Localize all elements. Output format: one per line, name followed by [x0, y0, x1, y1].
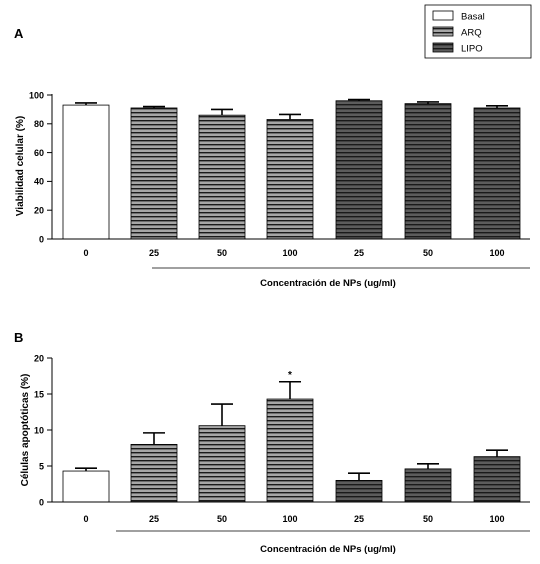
bar-lipo	[473, 456, 521, 503]
bar-basal	[62, 104, 110, 240]
x-tick-label: 50	[423, 514, 433, 524]
legend-swatch-arq	[432, 26, 454, 37]
y-tick-label: 20	[34, 353, 44, 363]
bars-b	[62, 398, 521, 503]
x-tick-label: 25	[149, 514, 159, 524]
annotations-b: *	[288, 370, 292, 381]
y-tick-label: 0	[39, 497, 44, 507]
x-tick-label: 25	[354, 514, 364, 524]
y-tick-label: 40	[34, 177, 44, 187]
bar-basal	[62, 470, 110, 503]
x-tick-label: 50	[217, 514, 227, 524]
legend-swatch-lipo	[432, 42, 454, 53]
x-tick-label: 0	[83, 248, 88, 258]
error-bars-a	[75, 98, 508, 120]
x-axis-title-b: Concentración de NPs (ug/ml)	[260, 544, 396, 555]
y-axis-title-b: Células apoptóticas (%)	[20, 374, 31, 487]
x-tick-labels-a: 0 25 50 100 25 50 100	[83, 248, 504, 258]
y-tick-label: 20	[34, 206, 44, 216]
bar-arq	[130, 443, 178, 503]
panel-label-b: B	[14, 330, 23, 345]
bar-arq	[198, 114, 246, 240]
x-tick-label: 0	[83, 514, 88, 524]
bar-arq	[198, 425, 246, 503]
x-tick-label: 100	[489, 248, 504, 258]
legend-swatch-basal	[432, 10, 454, 21]
significance-marker: *	[288, 370, 292, 381]
x-tick-label: 25	[354, 248, 364, 258]
y-tick-label: 60	[34, 148, 44, 158]
y-ticks-b: 0 5 10 15 20	[34, 353, 52, 507]
y-tick-label: 5	[39, 461, 44, 471]
y-tick-label: 10	[34, 425, 44, 435]
legend-label-arq: ARQ	[461, 28, 482, 39]
x-tick-label: 100	[282, 514, 297, 524]
bar-arq	[266, 398, 314, 503]
y-tick-label: 15	[34, 389, 44, 399]
bars-a	[62, 100, 521, 240]
y-tick-label: 80	[34, 119, 44, 129]
x-tick-label: 50	[423, 248, 433, 258]
x-tick-label: 25	[149, 248, 159, 258]
x-tick-labels-b: 0 25 50 100 25 50 100	[83, 514, 504, 524]
legend-label-lipo: LIPO	[461, 44, 483, 55]
x-tick-label: 100	[489, 514, 504, 524]
bar-lipo	[335, 100, 383, 240]
bar-lipo	[473, 107, 521, 240]
bar-lipo	[335, 479, 383, 503]
y-axis-title-a: Viabilidad celular (%)	[15, 116, 26, 216]
x-tick-label: 100	[282, 248, 297, 258]
bar-lipo	[404, 103, 452, 240]
panel-b: B Células apoptóticas (%) 0 5 10 15 20 * 0 25…	[14, 330, 530, 555]
x-tick-label: 50	[217, 248, 227, 258]
y-tick-label: 0	[39, 234, 44, 244]
panel-a: A Viabilidad celular (%) 0 20 40 60 80 100 0 2…	[14, 26, 530, 289]
y-ticks-a: 0 20 40 60 80 100	[29, 90, 52, 244]
bar-arq	[266, 119, 314, 240]
legend: Basal ARQ LIPO	[424, 4, 532, 59]
bar-arq	[130, 107, 178, 240]
x-axis-title-a: Concentración de NPs (ug/ml)	[260, 278, 396, 289]
error-bars-b	[75, 380, 508, 481]
bar-lipo	[404, 468, 452, 503]
panel-label-a: A	[14, 26, 24, 41]
y-tick-label: 100	[29, 90, 44, 100]
legend-label-basal: Basal	[461, 12, 485, 23]
